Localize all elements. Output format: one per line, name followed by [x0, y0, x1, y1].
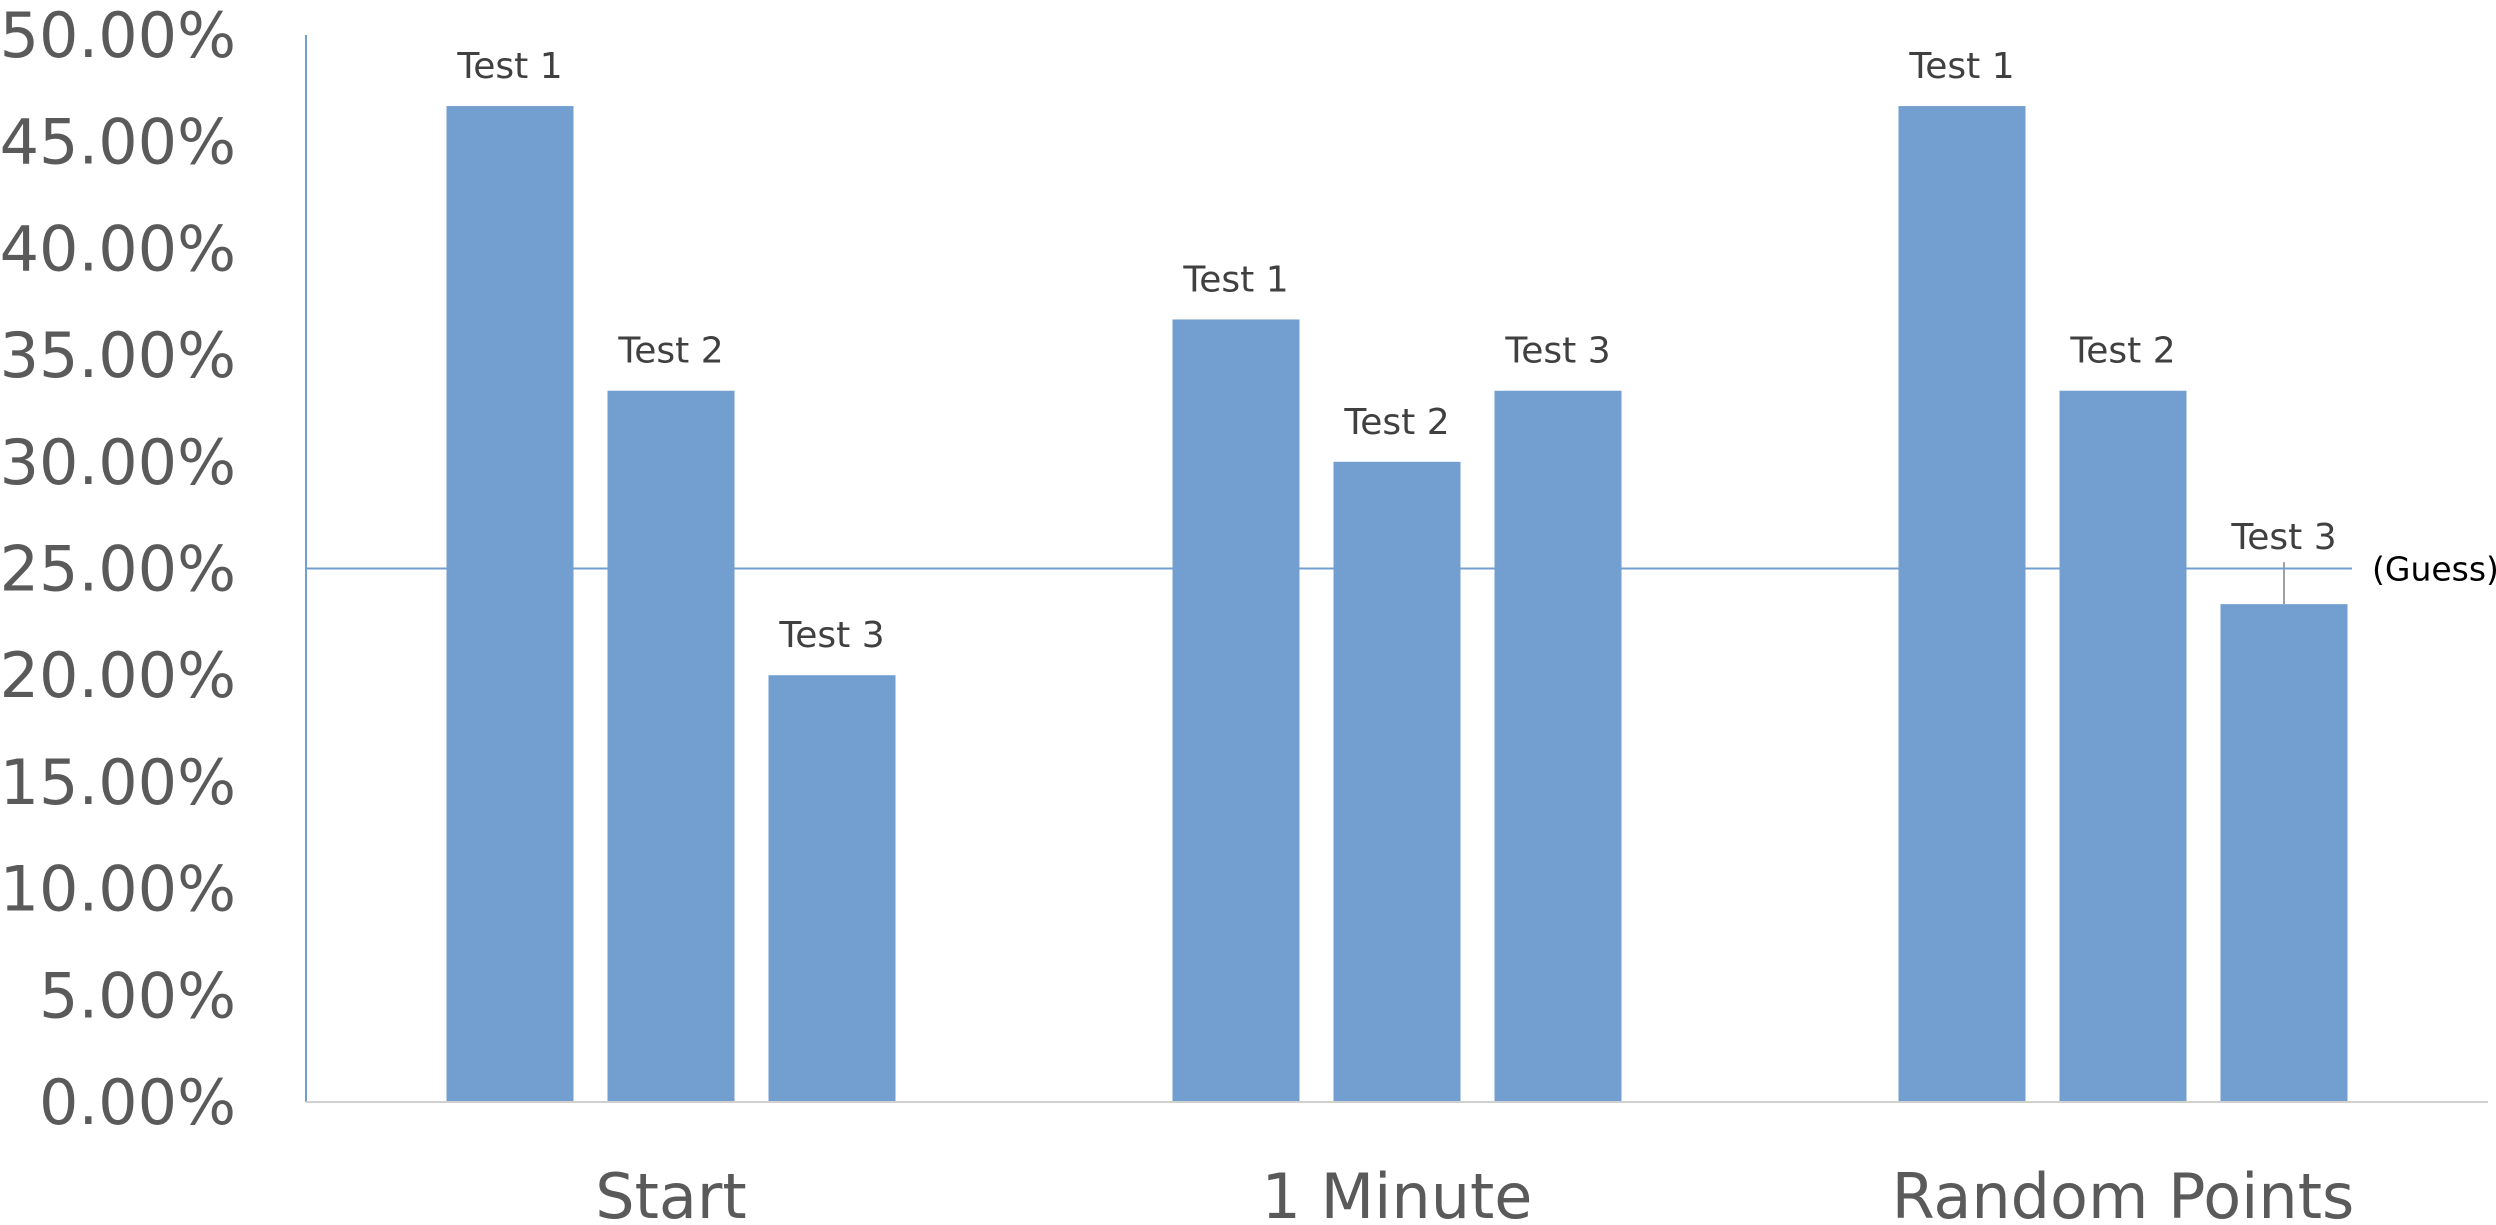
bars: [446, 106, 2348, 1103]
bar: [2059, 390, 2187, 1102]
y-tick-label: 25.00%: [0, 533, 236, 606]
bar: [1172, 319, 1300, 1103]
y-tick-label: 35.00%: [0, 319, 236, 392]
y-tick-label: 40.00%: [0, 212, 236, 285]
category-label: Start: [595, 1160, 746, 1225]
reference-line-label: (Guess): [2372, 550, 2496, 589]
bar-data-label: Test 1: [1908, 46, 2014, 87]
bar-data-label: Test 2: [2069, 331, 2175, 372]
bar: [2220, 604, 2348, 1102]
bar-data-label: Test 1: [1182, 259, 1288, 300]
y-tick-label: 50.00%: [0, 0, 236, 72]
category-labels: Start 1 Minute Random Points: [595, 1160, 2354, 1225]
y-tick-label: 5.00%: [39, 959, 236, 1032]
y-tick-label: 30.00%: [0, 426, 236, 499]
y-tick-label: 20.00%: [0, 639, 236, 712]
bar-data-label: Test 2: [617, 331, 723, 372]
y-axis-tick-labels: 0.00% 5.00% 10.00% 15.00% 20.00% 25.00% 30.00%…: [0, 0, 236, 1139]
bar: [1494, 390, 1622, 1102]
bar: [1333, 461, 1461, 1102]
bar-data-labels: Test 1 Test 2 Test 3 Test 1 Test 2 Test 3 Test…: [456, 46, 2336, 656]
y-tick-label: 0.00%: [39, 1066, 236, 1139]
bar: [1898, 106, 2026, 1103]
reference-line-group: (Guess): [306, 550, 2496, 589]
bar: [607, 390, 735, 1102]
y-tick-label: 10.00%: [0, 853, 236, 926]
bar: [768, 675, 896, 1102]
y-tick-label: 15.00%: [0, 746, 236, 819]
bar-data-label: Test 3: [2230, 517, 2336, 558]
bar-data-label: Test 1: [456, 46, 562, 87]
bar-data-label: Test 3: [1504, 331, 1610, 372]
bar: [446, 106, 574, 1103]
bar-data-label: Test 3: [778, 615, 884, 656]
bar-data-label: Test 2: [1343, 402, 1449, 443]
category-label: 1 Minute: [1262, 1160, 1533, 1225]
y-tick-label: 45.00%: [0, 106, 236, 179]
category-label: Random Points: [1892, 1160, 2355, 1225]
